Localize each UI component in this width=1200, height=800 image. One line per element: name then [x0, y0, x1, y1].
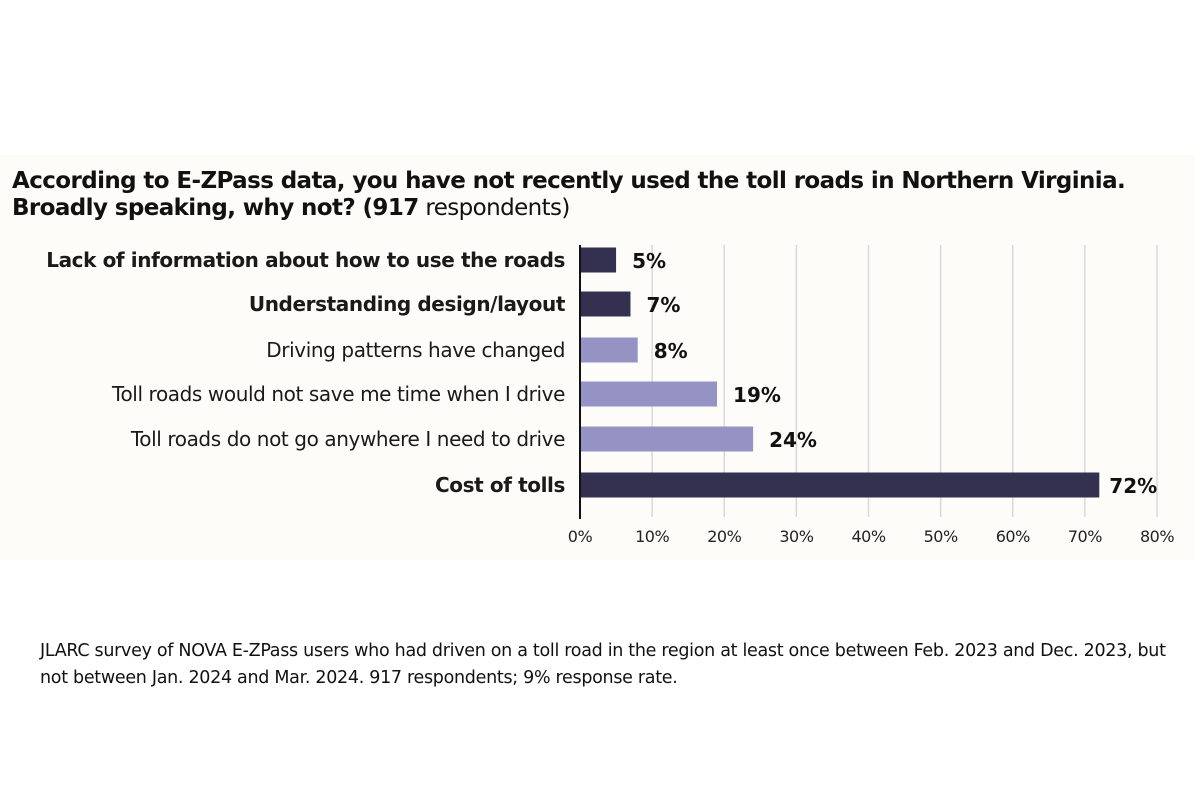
x-tick-label: 10% — [635, 527, 669, 546]
bar — [580, 291, 631, 317]
x-tick-label: 40% — [851, 527, 885, 546]
category-label: Cost of tolls — [435, 473, 565, 497]
category-label: Understanding design/layout — [249, 292, 566, 316]
x-tick-label: 30% — [779, 527, 813, 546]
bar — [580, 426, 754, 452]
data-label: 8% — [654, 339, 688, 363]
category-label: Toll roads do not go anywhere I need to … — [130, 427, 565, 451]
data-label: 5% — [632, 249, 666, 273]
category-label: Lack of information about how to use the… — [46, 248, 565, 272]
data-label: 7% — [646, 293, 680, 317]
source-note: JLARC survey of NOVA E-ZPass users who h… — [40, 641, 1166, 688]
x-tick-label: 80% — [1140, 527, 1174, 546]
data-label: 72% — [1109, 474, 1157, 498]
x-tick-label: 50% — [924, 527, 958, 546]
data-label: 19% — [733, 383, 781, 407]
x-tick-label: 20% — [707, 527, 741, 546]
x-tick-label: 70% — [1068, 527, 1102, 546]
chart-title: According to E-ZPass data, you have not … — [12, 168, 1200, 222]
x-tick-label: 60% — [996, 527, 1030, 546]
bar — [580, 472, 1100, 498]
chart-title-bold: According to E-ZPass data, you have not … — [12, 168, 1126, 221]
bar — [580, 337, 638, 363]
category-label: Driving patterns have changed — [266, 338, 565, 362]
bar — [580, 247, 617, 273]
data-label: 24% — [769, 428, 817, 452]
chart-title-regular: respondents) — [418, 195, 570, 221]
category-label: Toll roads would not save me time when I… — [111, 382, 565, 406]
x-tick-label: 0% — [568, 527, 593, 546]
bar — [580, 381, 718, 407]
